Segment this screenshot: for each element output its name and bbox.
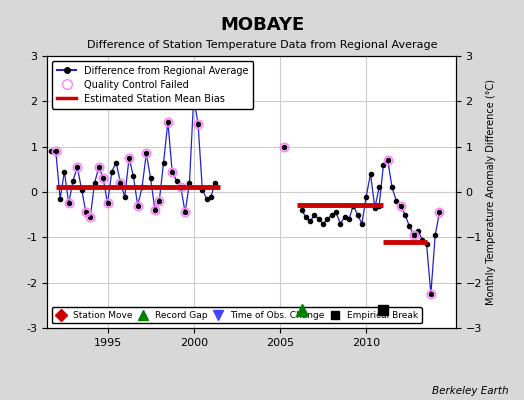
- Text: MOBAYE: MOBAYE: [220, 16, 304, 34]
- Y-axis label: Monthly Temperature Anomaly Difference (°C): Monthly Temperature Anomaly Difference (…: [486, 79, 496, 305]
- Text: Difference of Station Temperature Data from Regional Average: Difference of Station Temperature Data f…: [87, 40, 437, 50]
- Text: Berkeley Earth: Berkeley Earth: [432, 386, 508, 396]
- Legend: Station Move, Record Gap, Time of Obs. Change, Empirical Break: Station Move, Record Gap, Time of Obs. C…: [52, 307, 422, 324]
